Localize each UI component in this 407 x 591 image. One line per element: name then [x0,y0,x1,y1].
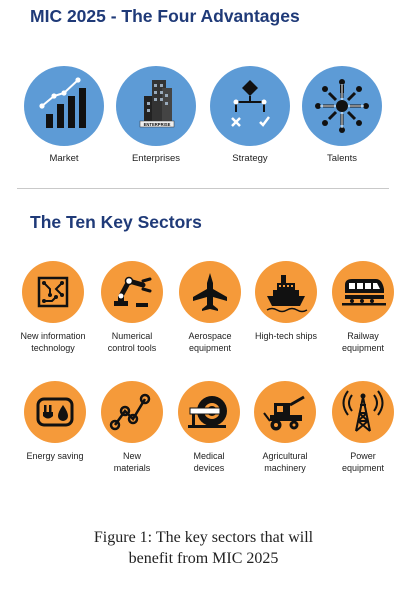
section-divider [17,188,389,189]
building-icon: ENTERPRISE [139,80,175,128]
sector-label-line: control tools [107,342,157,353]
sector-circle [254,381,316,443]
sector-label-line: Agricultural [262,451,308,461]
molecule-icon [109,393,151,431]
sector-label: New information technology [13,331,93,354]
advantage-market: Market [17,66,111,165]
sector-label: High-tech ships [246,331,326,343]
advantage-strategy: Strategy [203,66,297,165]
advantage-talents: Talents [295,66,389,165]
train-icon [342,279,386,306]
advantage-circle: ENTERPRISE [116,66,196,146]
sector-circle [332,381,394,443]
people-network-icon [315,79,369,133]
transmission-tower-icon [342,390,384,432]
sector-label-line: materials [113,462,151,473]
advantage-enterprises: ENTERPRISE Enterprises [109,66,203,165]
sector-circle [179,261,241,323]
sector-agricultural-machinery: Agricultural machinery [245,381,325,474]
mri-scanner-icon [188,396,227,428]
sector-circle [178,381,240,443]
sector-high-tech-ships: High-tech ships [246,261,326,343]
sector-label-line: Railway [347,331,379,341]
circuit-board-icon [37,276,69,308]
sector-label: New materials [92,451,172,474]
caption-line: Figure 1: The key sectors that will [93,529,314,546]
ship-icon [266,275,308,313]
sector-aerospace: Aerospace equipment [170,261,250,354]
harvester-icon [263,395,305,431]
sector-label: Power equipment [323,451,403,474]
figure-caption: Figure 1: The key sectors that will bene… [0,527,407,569]
sector-circle [101,381,163,443]
plug-drop-icon [36,397,74,427]
sector-label-line: New information [20,331,86,341]
sector-label-line: Energy saving [26,451,84,461]
sector-medical-devices: Medical devices [169,381,249,474]
bar-chart-icon [39,77,86,128]
robotic-arm-icon [114,276,152,307]
advantage-label: Market [49,153,79,164]
advantage-label: Talents [326,153,358,164]
sector-information-technology: New information technology [13,261,93,354]
sector-label-line: equipment [341,342,385,353]
sector-circle [101,261,163,323]
sector-label-line: technology [31,342,75,353]
advantage-circle [302,66,382,146]
sector-label-line: Medical [193,451,225,461]
sector-label: Medical devices [169,451,249,474]
sector-circle [22,261,84,323]
sector-label-line: devices [193,462,225,473]
sector-new-materials: New materials [92,381,172,474]
sector-label-line: New [122,451,141,461]
sector-label-line: Numerical [111,331,153,341]
sector-circle [255,261,317,323]
sector-energy-saving: Energy saving [15,381,95,463]
sector-label-line: machinery [264,462,306,473]
sector-label-line: equipment [341,462,385,473]
advantage-circle [210,66,290,146]
sector-label-line: Aerospace [188,331,232,341]
sector-label: Energy saving [15,451,95,463]
sector-label-line: Power [350,451,376,461]
sector-label-line: High-tech ships [254,331,318,341]
sector-circle [24,381,86,443]
ten-key-sectors-title: The Ten Key Sectors [30,212,202,232]
sector-label-line: equipment [188,342,232,353]
advantage-label: Strategy [232,153,268,164]
advantage-circle [24,66,104,146]
sector-label: Aerospace equipment [170,331,250,354]
jet-icon [193,273,227,311]
four-advantages-title: MIC 2025 - The Four Advantages [30,6,300,26]
sector-circle [332,261,394,323]
sector-railway: Railway equipment [323,261,403,354]
sector-numerical-control-tools: Numerical control tools [92,261,172,354]
sector-label: Railway equipment [323,331,403,354]
flowchart-icon [231,80,270,127]
advantage-label: Enterprises [131,153,181,164]
enterprise-badge-text: ENTERPRISE [144,122,171,127]
sector-label: Agricultural machinery [245,451,325,474]
sector-label: Numerical control tools [92,331,172,354]
sector-power-equipment: Power equipment [323,381,403,474]
caption-line: benefit from MIC 2025 [128,550,279,567]
